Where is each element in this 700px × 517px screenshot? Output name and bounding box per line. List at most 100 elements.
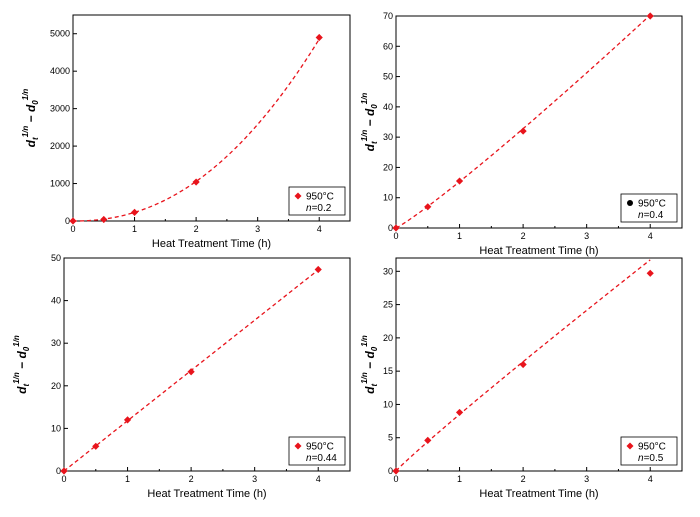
y-tick-label: 5000 <box>50 29 70 39</box>
legend-n-number: =0.2 <box>312 203 332 214</box>
x-axis-title: Heat Treatment Time (h) <box>479 488 598 500</box>
y-tick-label: 40 <box>383 102 393 112</box>
x-tick-label: 1 <box>125 474 130 484</box>
y-axis-title-part: 1/n <box>360 335 369 347</box>
x-tick-label: 2 <box>521 474 526 484</box>
y-tick-label: 25 <box>383 300 393 310</box>
y-axis-title-part: − <box>363 359 377 373</box>
data-point <box>100 215 108 224</box>
x-tick-label: 2 <box>521 231 526 241</box>
data-point <box>646 269 654 277</box>
y-axis-title: dt1/n − d01/n <box>360 335 379 394</box>
y-axis-title-part: d <box>363 108 377 116</box>
y-tick-label: 3000 <box>50 104 70 114</box>
y-axis-title: dt1/n − d01/n <box>12 335 31 394</box>
data-point <box>519 360 527 369</box>
data-point <box>314 265 322 274</box>
x-axis-title: Heat Treatment Time (h) <box>479 245 598 257</box>
data-point <box>130 208 139 216</box>
data-point <box>519 127 527 135</box>
y-tick-label: 20 <box>383 162 393 172</box>
y-axis-title-part: t <box>22 383 31 386</box>
legend-n-value: n=0.5 <box>638 453 664 464</box>
y-axis-title-part: 0 <box>22 346 31 351</box>
y-tick-label: 30 <box>51 338 61 348</box>
legend-n-value: n=0.44 <box>306 453 337 464</box>
y-tick-label: 0 <box>65 216 70 226</box>
data-point <box>392 224 400 232</box>
x-tick-label: 1 <box>457 474 462 484</box>
chart-panel-1: 0 1 2 3 4 0 1000 2000 3000 4000 5000 Heat Treatment… <box>21 14 351 250</box>
legend-n-value: n=0.4 <box>638 210 664 221</box>
legend-marker-icon <box>627 200 633 206</box>
chart-panel-4: 0 1 2 3 4 0 5 10 15 20 25 30 Heat Treatment Time (h)… <box>360 257 683 500</box>
x-tick-label: 3 <box>255 224 260 234</box>
y-axis-title-part: 1/n <box>21 126 30 138</box>
y-tick-label: 10 <box>51 423 61 433</box>
x-tick-label: 3 <box>584 231 589 241</box>
y-axis-title-part: 1/n <box>12 372 21 384</box>
y-tick-label: 1000 <box>50 179 70 189</box>
y-axis-title: dt1/n − d01/n <box>360 93 379 152</box>
y-axis-title-part: 0 <box>31 100 40 105</box>
y-tick-label: 10 <box>383 399 393 409</box>
y-axis-title-part: d <box>24 139 38 147</box>
y-tick-label: 50 <box>383 72 393 82</box>
y-axis-title-part: d <box>363 386 377 394</box>
x-tick-label: 0 <box>393 231 398 241</box>
data-point <box>60 467 68 475</box>
x-tick-label: 1 <box>132 224 137 234</box>
x-axis-title: Heat Treatment Time (h) <box>147 488 266 500</box>
y-axis-title-part: 1/n <box>12 335 21 347</box>
y-axis-title-part: 1/n <box>360 93 369 105</box>
y-axis-title-part: t <box>370 141 379 144</box>
legend-n-value: n=0.2 <box>306 203 332 214</box>
legend-label: 950°C <box>306 442 334 453</box>
x-tick-label: 4 <box>648 231 653 241</box>
x-tick-label: 1 <box>457 231 462 241</box>
y-axis-title-part: 1/n <box>360 372 369 384</box>
legend-box <box>620 436 678 466</box>
data-point <box>392 467 400 475</box>
x-tick-label: 0 <box>393 474 398 484</box>
legend-n-number: =0.44 <box>312 453 338 464</box>
y-tick-label: 50 <box>51 253 61 263</box>
y-axis-title-part: 1/n <box>21 89 30 101</box>
plot-frame <box>395 15 683 229</box>
x-tick-label: 3 <box>584 474 589 484</box>
x-tick-label: 0 <box>70 224 75 234</box>
y-tick-label: 40 <box>51 296 61 306</box>
y-axis-title: dt1/n − d01/n <box>21 89 40 148</box>
data-point <box>123 416 132 424</box>
legend-n-number: =0.4 <box>644 210 664 221</box>
legend-label: 950°C <box>306 192 334 203</box>
plot-frame <box>63 257 351 472</box>
legend-marker-icon <box>294 192 302 200</box>
y-tick-label: 70 <box>383 11 393 21</box>
data-point <box>455 177 464 185</box>
y-axis-title-part: d <box>363 143 377 151</box>
y-axis-title-part: d <box>24 104 38 112</box>
legend-box <box>620 193 678 223</box>
fit-line <box>72 38 320 222</box>
legend-label: 950°C <box>638 199 666 210</box>
y-axis-title-part: 1/n <box>360 130 369 142</box>
x-axis-title: Heat Treatment Time (h) <box>152 238 271 250</box>
y-axis-title-part: − <box>24 112 38 126</box>
legend-label: 950°C <box>638 442 666 453</box>
x-tick-label: 4 <box>317 224 322 234</box>
fit-line <box>395 14 651 229</box>
data-point <box>455 408 464 417</box>
legend-n-symbol: n <box>306 203 312 214</box>
y-tick-label: 0 <box>56 466 61 476</box>
y-axis-title-part: 0 <box>370 346 379 351</box>
fit-line <box>395 259 651 472</box>
y-axis-title-part: t <box>370 383 379 386</box>
y-axis-title-part: t <box>31 137 40 140</box>
y-axis-title-part: − <box>363 116 377 130</box>
legend-n-symbol: n <box>306 453 312 464</box>
